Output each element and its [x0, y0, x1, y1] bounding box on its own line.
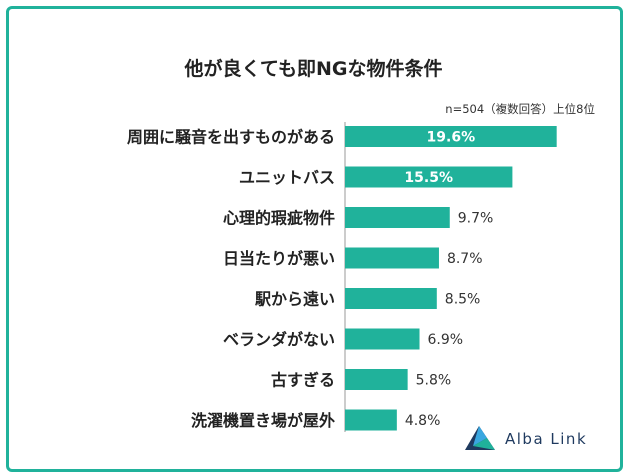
- value-label: 15.5%: [404, 170, 453, 186]
- brand-name: Alba Link: [505, 430, 588, 448]
- bar: [345, 288, 437, 309]
- category-label: 古すぎる: [271, 371, 335, 390]
- bar: [345, 369, 408, 390]
- value-label: 8.7%: [447, 251, 483, 267]
- value-label: 6.9%: [428, 332, 464, 348]
- value-label: 4.8%: [405, 413, 441, 429]
- category-label: 駅から遠い: [254, 290, 335, 309]
- category-label: ベランダがない: [223, 330, 335, 349]
- category-label: 日当たりが悪い: [223, 249, 335, 268]
- bar: [345, 126, 557, 147]
- bar: [345, 328, 420, 350]
- bar: [345, 166, 513, 188]
- chart-title: 他が良くても即NGな物件条件: [184, 58, 443, 80]
- bar: [345, 247, 439, 269]
- category-label: ユニットバス: [239, 168, 335, 187]
- sample-note: n=504（複数回答）上位8位: [445, 102, 595, 116]
- alba-link-logo-icon: [465, 426, 495, 450]
- value-label: 8.5%: [445, 292, 481, 308]
- bar: [345, 409, 397, 431]
- value-label: 19.6%: [427, 130, 476, 146]
- chart-frame: [6, 6, 623, 472]
- value-label: 9.7%: [458, 211, 494, 227]
- category-label: 洗濯機置き場が屋外: [191, 411, 335, 430]
- value-label: 5.8%: [416, 373, 452, 389]
- category-label: 心理的瑕疵物件: [223, 209, 335, 228]
- bar: [345, 207, 450, 228]
- category-label: 周囲に騒音を出すものがある: [127, 128, 335, 147]
